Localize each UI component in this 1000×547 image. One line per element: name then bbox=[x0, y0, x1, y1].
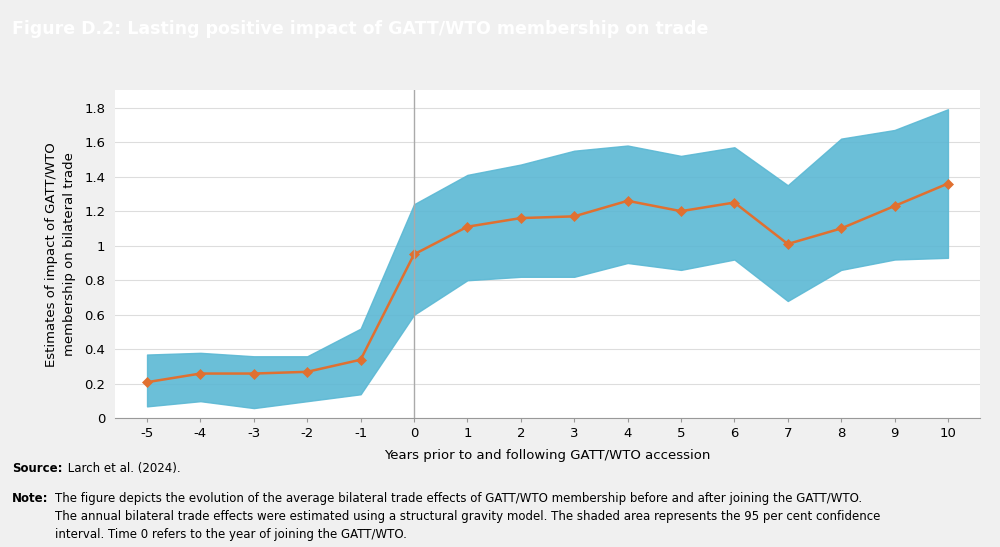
X-axis label: Years prior to and following GATT/WTO accession: Years prior to and following GATT/WTO ac… bbox=[384, 449, 711, 462]
Text: Larch et al. (2024).: Larch et al. (2024). bbox=[64, 462, 181, 475]
Y-axis label: Estimates of impact of GATT/WTO
membership on bilateral trade: Estimates of impact of GATT/WTO membersh… bbox=[45, 142, 76, 366]
Text: Figure D.2: Lasting positive impact of GATT/WTO membership on trade: Figure D.2: Lasting positive impact of G… bbox=[12, 20, 708, 38]
Text: Note:: Note: bbox=[12, 492, 48, 505]
Text: Source:: Source: bbox=[12, 462, 62, 475]
Text: The figure depicts the evolution of the average bilateral trade effects of GATT/: The figure depicts the evolution of the … bbox=[55, 492, 880, 542]
